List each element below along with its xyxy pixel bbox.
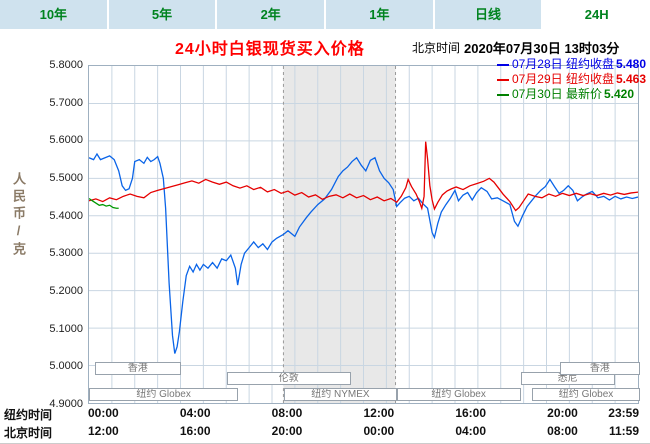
y-tick-label: 5.3000	[49, 247, 83, 260]
bj-time-tick: 12:00	[88, 424, 119, 438]
session-box: 伦敦	[226, 372, 351, 385]
bj-time-tick: 08:00	[547, 424, 578, 438]
ny-time-tick: 16:00	[455, 406, 487, 420]
chart-plot-area: 香港 纽约 Globex 伦敦 纽约 NYMEX 纽约 Globex 悉尼 香港 纽约 Glo…	[88, 65, 640, 404]
tab-daily[interactable]: 日线	[434, 0, 542, 29]
y-tick-label: 5.7000	[49, 96, 83, 109]
beijing-time-label: 北京时间	[412, 41, 461, 55]
bj-time-tick: 00:00	[363, 424, 395, 438]
session-box: 纽约 Globex	[396, 388, 521, 401]
ny-time-tick: 23:59	[608, 406, 639, 420]
session-box: 纽约 NYMEX	[284, 388, 397, 401]
y-tick-label: 5.1000	[49, 322, 83, 335]
session-box: 纽约 Globex	[532, 388, 640, 401]
bj-time-axis-label: 北京时间	[4, 426, 53, 440]
price-line-chart	[89, 66, 638, 403]
tab-2y[interactable]: 2年	[217, 0, 325, 29]
y-tick-label: 4.9000	[49, 398, 83, 410]
legend-row-d0728: 07月28日 纽约收盘 5.480	[496, 57, 646, 72]
legend-line-marker-icon	[496, 78, 509, 81]
bj-time-tick: 20:00	[271, 424, 303, 438]
bj-time-tick: 04:00	[455, 424, 487, 438]
tab-24h[interactable]: 24H	[543, 0, 650, 29]
nymex-session-band	[283, 66, 396, 403]
chart-legend: 07月28日 纽约收盘 5.480 07月29日 纽约收盘 5.463 07月30日 最…	[496, 57, 646, 102]
chart-title: 24小时白银现货买入价格	[175, 41, 365, 58]
tab-1y[interactable]: 1年	[326, 0, 433, 29]
y-tick-label: 5.5000	[49, 172, 83, 184]
y-tick-label: 5.6000	[49, 134, 83, 147]
period-tabbar: 10年 5年 2年 1年 日线 24H	[0, 0, 650, 29]
tab-10y[interactable]: 10年	[0, 0, 107, 29]
tab-5y[interactable]: 5年	[108, 0, 216, 29]
legend-value: 5.420	[603, 87, 634, 101]
ny-time-tick: 20:00	[547, 406, 578, 420]
price-line-2	[89, 197, 119, 209]
legend-value: 5.480	[615, 57, 646, 71]
ny-time-axis-label: 纽约时间	[4, 408, 53, 422]
session-box: 纽约 Globex	[89, 388, 239, 401]
legend-row-d0729: 07月29日 纽约收盘 5.463	[496, 72, 646, 87]
price-line-0	[89, 152, 638, 354]
session-box: 香港	[559, 362, 640, 375]
legend-line-marker-icon	[496, 93, 509, 96]
y-axis-unit-label: 人民币/克	[11, 172, 26, 259]
beijing-time-value: 2020年07月30日 13时03分	[464, 41, 620, 56]
legend-value: 5.463	[615, 72, 646, 86]
y-tick-label: 5.4000	[49, 209, 83, 222]
session-box: 香港	[94, 362, 181, 375]
ny-time-tick: 08:00	[271, 406, 303, 420]
legend-row-d0730: 07月30日 最新价 5.420	[496, 87, 646, 102]
legend-label: 07月29日 纽约收盘	[511, 72, 614, 86]
ny-time-tick: 04:00	[179, 406, 211, 420]
price-line-1	[89, 141, 638, 212]
bj-time-tick: 16:00	[179, 424, 211, 438]
y-tick-label: 5.0000	[49, 360, 83, 373]
y-tick-label: 5.8000	[49, 59, 83, 71]
ny-time-tick: 12:00	[363, 406, 395, 420]
legend-label: 07月28日 纽约收盘	[511, 57, 614, 71]
y-tick-label: 5.2000	[49, 285, 83, 297]
bj-time-tick: 11:59	[608, 424, 639, 438]
legend-line-marker-icon	[496, 63, 509, 66]
ny-time-tick: 00:00	[88, 406, 119, 420]
legend-label: 07月30日 最新价	[511, 87, 602, 101]
